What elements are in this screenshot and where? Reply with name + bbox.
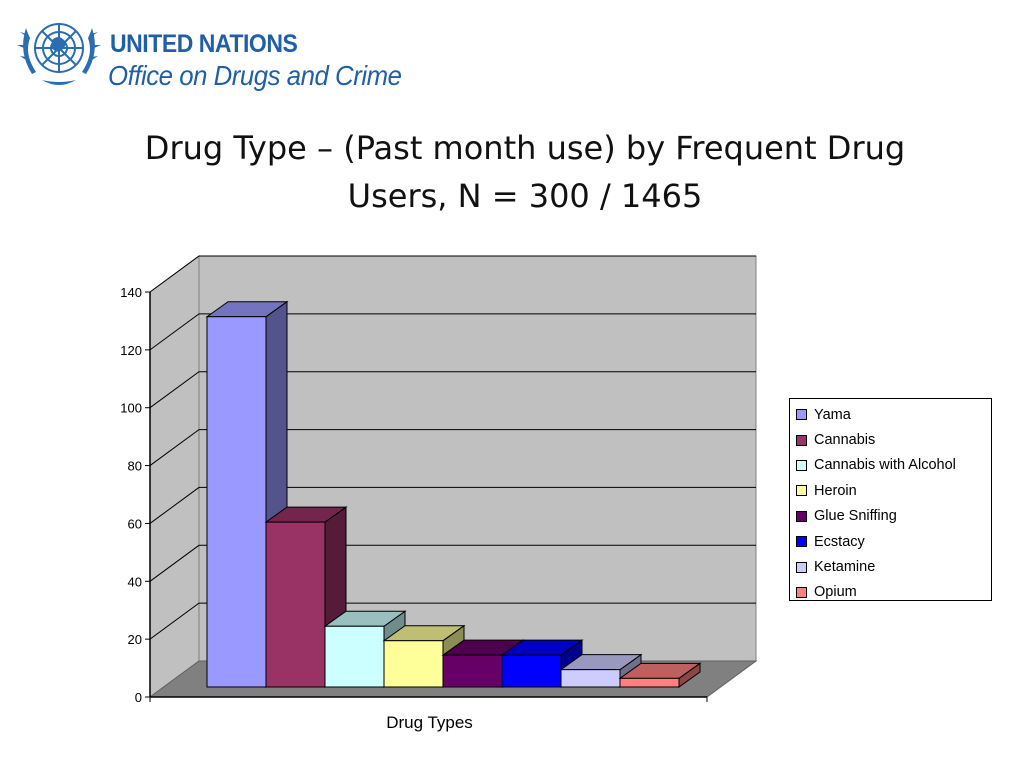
bar-cannabis-with-alcohol — [324, 625, 385, 688]
bar-glue-sniffing — [442, 654, 503, 688]
bar-heroin — [383, 640, 444, 688]
org-name-line2: Office on Drugs and Crime — [108, 60, 402, 91]
bar-opium — [619, 677, 680, 688]
legend-label: Opium — [814, 584, 857, 601]
legend-swatch — [796, 409, 807, 421]
legend-swatch — [796, 561, 807, 573]
legend-item-ecstacy: Ecstacy — [796, 529, 991, 554]
legend-label: Ketamine — [814, 559, 876, 576]
slide-title: Drug Type – (Past month use) by Frequent… — [100, 124, 950, 220]
legend-label: Ecstacy — [814, 533, 865, 550]
legend-label: Cannabis — [814, 432, 876, 449]
bar-ecstacy — [501, 654, 562, 688]
slide-title-line1: Drug Type – (Past month use) by Frequent… — [144, 129, 906, 167]
legend-swatch — [796, 459, 807, 471]
legend-swatch — [796, 434, 807, 446]
org-header: UNITED NATIONS Office on Drugs and Crime — [12, 10, 472, 94]
y-tick-label: 140 — [120, 285, 142, 300]
bar-ketamine — [560, 669, 621, 688]
gridline — [149, 429, 756, 466]
x-axis-label: Drug Types — [386, 713, 473, 732]
legend-swatch — [796, 586, 807, 598]
gridline — [149, 313, 756, 351]
gridline — [149, 255, 756, 293]
legend-label: Heroin — [814, 482, 857, 499]
bar-cannabis — [265, 521, 326, 688]
legend-swatch — [796, 536, 807, 548]
side-wall — [149, 255, 200, 698]
legend-item-cannabis: Cannabis — [796, 427, 991, 452]
legend-swatch — [796, 485, 807, 497]
un-emblem-icon — [17, 23, 101, 85]
bar-yama — [206, 316, 267, 688]
chart-legend: Yama Cannabis Cannabis with Alcohol Heroin G… — [789, 398, 992, 601]
legend-item-ketamine: Ketamine — [796, 554, 991, 579]
gridline — [149, 602, 756, 640]
y-tick-label: 120 — [120, 343, 142, 358]
y-tick-label: 100 — [120, 401, 142, 416]
legend-label: Glue Sniffing — [814, 508, 897, 525]
slide-title-line2: Users, N = 300 / 1465 — [347, 177, 703, 215]
y-tick-label: 60 — [128, 516, 142, 531]
gridline — [149, 544, 756, 582]
legend-item-heroin: Heroin — [796, 478, 991, 503]
legend-item-glue-sniffing: Glue Sniffing — [796, 504, 991, 529]
y-tick-label: 80 — [128, 459, 142, 474]
legend-label: Cannabis with Alcohol — [814, 457, 956, 474]
y-tick-label: 20 — [128, 632, 142, 647]
legend-item-cannabis-with-alcohol: Cannabis with Alcohol — [796, 453, 991, 478]
org-name-line1: UNITED NATIONS — [110, 30, 298, 58]
gridline — [149, 371, 756, 409]
legend-label: Yama — [814, 406, 851, 423]
legend-item-opium: Opium — [796, 580, 991, 605]
gridline — [149, 486, 756, 524]
y-tick-label: 40 — [128, 574, 142, 589]
legend-swatch — [796, 510, 807, 522]
y-tick-label: 0 — [135, 690, 142, 705]
legend-item-yama: Yama — [796, 402, 991, 427]
